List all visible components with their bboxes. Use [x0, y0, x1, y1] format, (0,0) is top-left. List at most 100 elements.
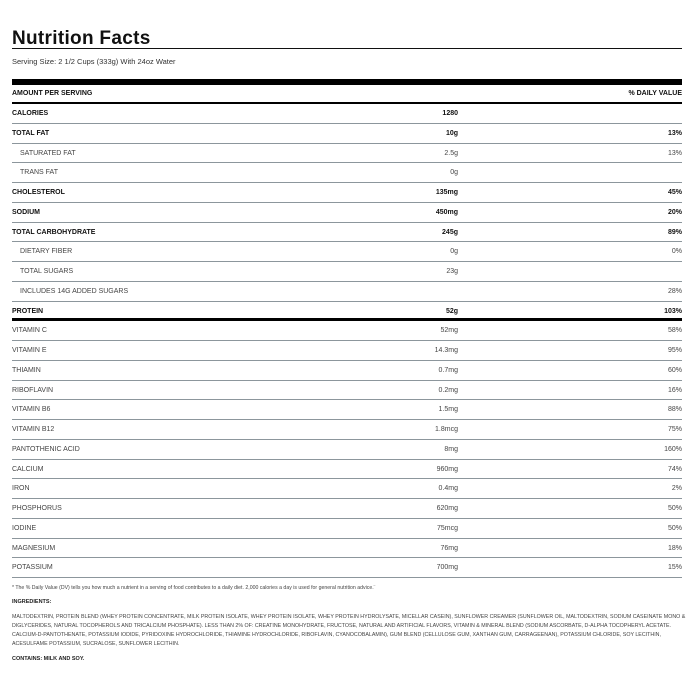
nutrient-name: VITAMIN E [12, 347, 47, 354]
nutrient-row: PHOSPHORUS 620mg 50% [12, 499, 682, 519]
nutrient-amount: 23g [446, 268, 458, 275]
nutrient-row: VITAMIN B12 1.8mcg 75% [12, 420, 682, 440]
nutrient-name: VITAMIN B12 [12, 426, 55, 433]
nutrient-amount: 450mg [435, 208, 458, 216]
nutrient-amount: 52g [445, 307, 458, 315]
nutrient-amount: 135mg [435, 189, 458, 196]
nutrient-daily-value: 18% [667, 544, 682, 552]
nutrient-row: SODIUM 450mg 20% [12, 203, 682, 223]
nutrient-daily-value: 89% [667, 228, 682, 236]
serving-size: Serving Size: 2 1/2 Cups (333g) With 24o… [12, 57, 176, 66]
nutrient-amount: 14.3mg [434, 347, 458, 354]
table-header: AMOUNT PER SERVING % DAILY VALUE [12, 85, 682, 102]
nutrient-row: VITAMIN E 14.3mg 95% [12, 341, 682, 361]
nutrient-name: CALCIUM [12, 465, 44, 473]
ingredients-heading: INGREDIENTS: [12, 599, 52, 605]
nutrient-amount: 52mg [440, 327, 458, 335]
nutrient-name: IRON [12, 485, 30, 493]
nutrient-name: THIAMIN [12, 366, 41, 374]
nutrient-amount: 960mg [436, 465, 458, 473]
nutrient-name: TOTAL CARBOHYDRATE [12, 228, 96, 236]
nutrient-name: VITAMIN B6 [12, 406, 51, 414]
nutrient-row: MAGNESIUM 76mg 18% [12, 539, 682, 559]
nutrient-name: RIBOFLAVIN [12, 386, 54, 394]
divider-thick [12, 79, 682, 85]
nutrient-amount: 0.4mg [438, 485, 458, 493]
nutrient-amount: 0g [450, 248, 458, 256]
nutrient-daily-value: 16% [667, 386, 682, 394]
nutrient-amount: 700mg [436, 564, 458, 572]
nutrient-name: CALORIES [12, 110, 49, 117]
nutrient-row: CALCIUM 960mg 74% [12, 460, 682, 480]
nutrient-amount: 620mg [436, 505, 458, 512]
nutrient-daily-value: 20% [667, 208, 682, 216]
nutrient-amount: 2.5g [444, 149, 458, 157]
nutrient-daily-value: 160% [664, 445, 682, 453]
nutrient-daily-value: 95% [667, 347, 682, 354]
nutrient-row: POTASSIUM 700mg 15% [12, 558, 682, 578]
nutrient-amount: 76mg [440, 544, 458, 552]
nutrient-row: SATURATED FAT 2.5g 13% [12, 144, 682, 164]
nutrient-amount: 0g [450, 169, 458, 177]
nutrient-row: CHOLESTEROL 135mg 45% [12, 183, 682, 203]
nutrient-name: PHOSPHORUS [12, 505, 62, 512]
nutrient-amount: 10g [445, 129, 458, 137]
nutrient-amount: 0.7mg [438, 366, 458, 374]
nutrient-name: IODINE [12, 524, 37, 532]
allergen-statement: CONTAINS: MILK AND SOY. [12, 656, 85, 662]
nutrient-row: INCLUDES 14G ADDED SUGARS 28% [12, 282, 682, 302]
nutrient-daily-value: 0% [671, 248, 682, 256]
nutrient-row: TOTAL CARBOHYDRATE 245g 89% [12, 223, 682, 243]
nutrient-name: PANTOTHENIC ACID [12, 445, 80, 453]
nutrient-row: VITAMIN B6 1.5mg 88% [12, 400, 682, 420]
nutrient-amount: 1280 [442, 110, 458, 117]
nutrient-row: PROTEIN 52g 103% [12, 302, 682, 322]
nutrient-name: POTASSIUM [12, 564, 53, 572]
nutrient-amount: 0.2mg [438, 386, 458, 394]
nutrient-row: TRANS FAT 0g [12, 163, 682, 183]
nutrient-daily-value: 50% [667, 524, 682, 532]
nutrient-amount: 245g [442, 228, 458, 236]
nutrient-daily-value: 74% [667, 465, 682, 473]
nutrient-row: DIETARY FIBER 0g 0% [12, 242, 682, 262]
nutrient-amount: 8mg [444, 445, 458, 453]
nutrient-name: INCLUDES 14G ADDED SUGARS [20, 287, 129, 295]
nutrient-row: RIBOFLAVIN 0.2mg 16% [12, 381, 682, 401]
nutrient-table: CALORIES 1280 TOTAL FAT 10g 13% SATURATED FAT… [12, 104, 682, 578]
nutrient-name: DIETARY FIBER [20, 248, 73, 256]
nutrient-name: SODIUM [12, 208, 40, 216]
nutrient-name: TOTAL SUGARS [20, 268, 74, 275]
nutrient-row: PANTOTHENIC ACID 8mg 160% [12, 440, 682, 460]
nutrient-amount: 1.5mg [438, 406, 458, 414]
nutrient-daily-value: 13% [667, 129, 682, 137]
nutrient-row: CALORIES 1280 [12, 104, 682, 124]
nutrient-name: TRANS FAT [20, 169, 58, 177]
footnote: * The % Daily Value (DV) tells you how m… [12, 585, 376, 591]
nutrient-name: MAGNESIUM [12, 544, 56, 552]
nutrient-name: TOTAL FAT [12, 129, 50, 137]
nutrient-daily-value: 45% [667, 189, 682, 196]
page-title: Nutrition Facts [12, 28, 151, 49]
amount-per-serving-label: AMOUNT PER SERVING [12, 90, 93, 97]
nutrient-daily-value: 13% [667, 149, 682, 157]
divider [12, 48, 682, 49]
nutrient-row: TOTAL SUGARS 23g [12, 262, 682, 282]
nutrient-daily-value: 50% [667, 505, 682, 512]
nutrient-name: VITAMIN C [12, 327, 47, 335]
nutrient-name: SATURATED FAT [20, 149, 76, 157]
nutrient-row: TOTAL FAT 10g 13% [12, 124, 682, 144]
ingredients-text: MALTODEXTRIN, PROTEIN BLEND (WHEY PROTEI… [12, 614, 686, 647]
nutrient-daily-value: 60% [667, 366, 682, 374]
nutrient-row: THIAMIN 0.7mg 60% [12, 361, 682, 381]
nutrient-row: VITAMIN C 52mg 58% [12, 321, 682, 341]
nutrient-daily-value: 75% [667, 426, 682, 433]
nutrient-amount: 1.8mcg [435, 426, 458, 433]
nutrient-name: CHOLESTEROL [12, 189, 65, 196]
nutrient-daily-value: 58% [667, 327, 682, 335]
daily-value-label: % DAILY VALUE [628, 90, 682, 97]
divider [12, 102, 682, 104]
nutrient-daily-value: 88% [667, 406, 682, 414]
nutrient-amount: 75mcg [436, 524, 458, 532]
nutrient-daily-value: 28% [667, 287, 682, 295]
nutrient-daily-value: 103% [664, 307, 682, 315]
